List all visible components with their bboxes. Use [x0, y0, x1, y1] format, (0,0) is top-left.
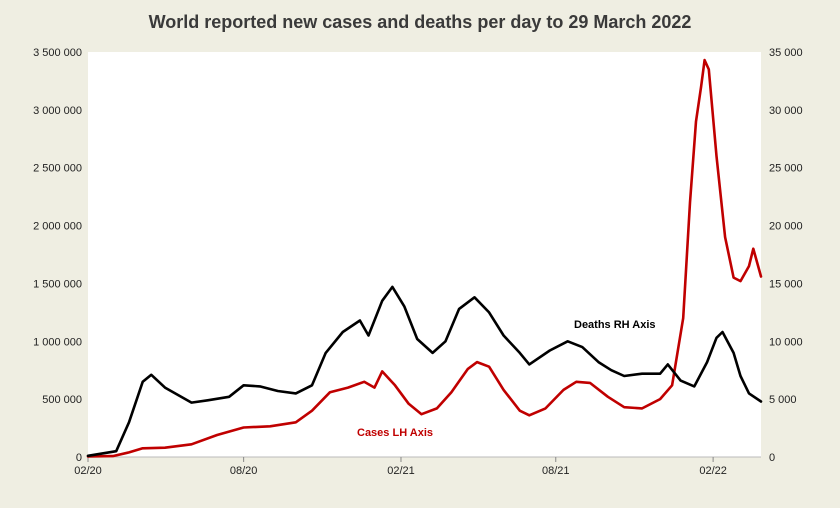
chart-title: World reported new cases and deaths per … [149, 12, 692, 32]
left-axis-tick-label: 3 500 000 [33, 47, 82, 59]
left-axis-tick-label: 2 500 000 [33, 163, 82, 175]
deaths-line [86, 285, 763, 458]
right-axis-tick-label: 25 000 [769, 163, 803, 175]
left-axis-tick-label: 500 000 [42, 394, 82, 406]
left-axis-tick-label: 2 000 000 [33, 221, 82, 233]
x-axis-tick-label: 02/22 [699, 465, 727, 477]
x-axis-tick-label: 08/20 [230, 465, 258, 477]
right-axis-tick-label: 15 000 [769, 278, 803, 290]
left-axis-tick-label: 1 000 000 [33, 336, 82, 348]
cases-line [86, 58, 763, 458]
x-axis-tick-label: 08/21 [542, 465, 570, 477]
left-axis-tick-label: 1 500 000 [33, 278, 82, 290]
deaths-series-label: Deaths RH Axis [574, 319, 656, 331]
axes: 0 500 000 1 000 000 1 500 000 2 000 000 2 500… [33, 47, 803, 477]
plot-area [88, 52, 761, 457]
left-axis-tick-label: 3 000 000 [33, 105, 82, 117]
left-axis-tick-label: 0 [76, 452, 82, 464]
right-axis-tick-label: 20 000 [769, 221, 803, 233]
x-axis-tick-label: 02/20 [74, 465, 102, 477]
right-axis-tick-label: 0 [769, 452, 775, 464]
right-axis-tick-label: 30 000 [769, 105, 803, 117]
right-axis-tick-label: 35 000 [769, 47, 803, 59]
cases-series-label: Cases LH Axis [357, 427, 433, 439]
x-axis-tick-label: 02/21 [387, 465, 415, 477]
right-axis-tick-label: 5 000 [769, 394, 797, 406]
series-lines [86, 58, 763, 458]
right-axis-tick-label: 10 000 [769, 336, 803, 348]
